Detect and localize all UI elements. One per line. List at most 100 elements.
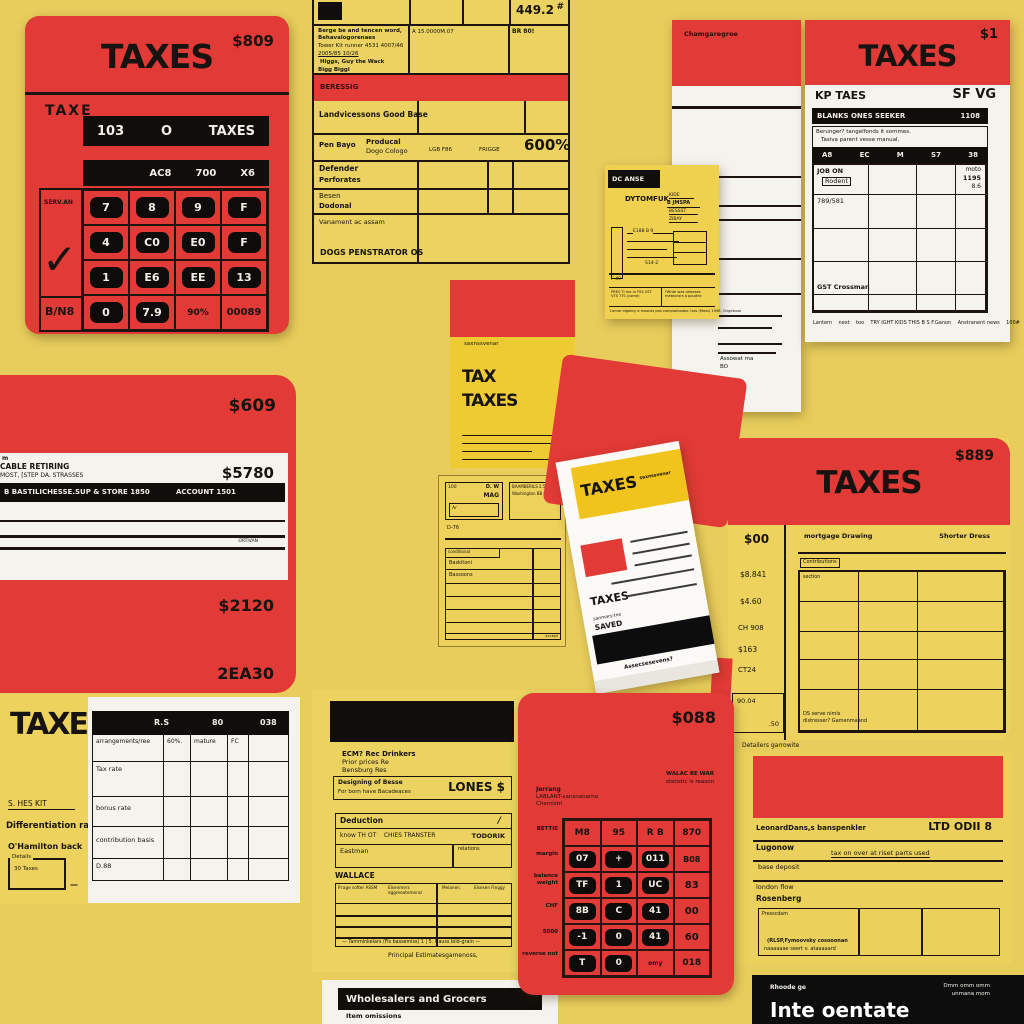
divider xyxy=(446,583,560,584)
header-mark: # xyxy=(556,2,564,12)
head-left: mortgage Drawing xyxy=(804,532,873,540)
cell-text: BR 80! xyxy=(512,28,535,35)
row-label: Pen Bayo xyxy=(319,141,356,149)
calc-key[interactable]: 1 xyxy=(89,267,123,288)
calc-key[interactable]: 0 xyxy=(89,302,123,323)
col-label: 80 xyxy=(212,718,224,727)
rule xyxy=(630,530,688,543)
black-columns-row: A8 EC M S7 38 xyxy=(812,147,988,163)
calc-key[interactable]: 0 xyxy=(605,954,633,972)
calc-key[interactable]: 0 xyxy=(605,928,633,946)
deduction-label: Deduction xyxy=(340,816,384,825)
rule xyxy=(627,257,677,258)
row-label: Landvicessons Good Base xyxy=(319,110,428,119)
calc-key[interactable]: C xyxy=(605,902,633,920)
details-box-value: 30 Taxes xyxy=(14,866,38,872)
rule xyxy=(627,249,667,250)
calc-key[interactable]: 8 xyxy=(135,197,169,218)
stamp-box xyxy=(318,2,342,20)
paragraph-line: Higgs, Guy the Wack xyxy=(320,59,385,65)
interest-rate-form: LeonardDans,s banspenkler LTD ODII 8 Lug… xyxy=(736,752,1012,964)
cell-text: A 15.0000M.07 xyxy=(412,29,454,35)
taxes-grid-card: TAXES $889 $00 $8.841 $4.60 CH 908 $163 … xyxy=(728,438,1010,740)
form-title: TAXES xyxy=(858,39,957,73)
fn-key-1[interactable]: AC8 xyxy=(149,167,172,179)
panel-title: Inte oentate xyxy=(770,998,910,1022)
calc-key[interactable]: F xyxy=(227,197,261,218)
row-label: LeonardDans,s banspenkler xyxy=(756,824,867,832)
cell-text: DS serve nimis xyxy=(803,711,841,718)
calc-key[interactable]: 9 xyxy=(181,197,215,218)
row-label: Producal xyxy=(366,138,401,146)
grid-text-cell: 60 xyxy=(684,931,699,943)
form-row: Besen Dodonal xyxy=(314,190,568,215)
calc-key[interactable]: + xyxy=(605,850,633,868)
calc-key[interactable]: 1 xyxy=(605,876,633,894)
calc-key[interactable]: E6 xyxy=(135,267,169,288)
calc-key[interactable]: 8B xyxy=(568,902,596,920)
band-line: CABLE RETIRING xyxy=(0,462,70,471)
grid-text-cell: B08 xyxy=(683,854,701,864)
table-body: arrangements/ree 60%. mature FC Tax rate… xyxy=(92,735,289,881)
sub-right: TODORIK xyxy=(471,832,505,840)
divider xyxy=(408,26,410,73)
form-sublabel: KP TAES xyxy=(815,89,867,102)
calc-key[interactable]: F xyxy=(227,232,261,253)
red-band xyxy=(753,756,1003,818)
th-text: Elsesen Finggy xyxy=(474,885,506,890)
fn-key-2[interactable]: 700 xyxy=(195,167,217,179)
w2-slip: DC ANSE DYTOMFUK KIDE B JMSPA BESSST ZIB… xyxy=(605,165,741,319)
cell-text: section xyxy=(803,575,821,580)
cell-text: contribution basis xyxy=(96,836,155,844)
calc-key[interactable]: 13 xyxy=(227,267,261,288)
statement-badge: $609 xyxy=(228,396,276,416)
calc-key[interactable]: 7 xyxy=(89,197,123,218)
cell-text: distresser? Gamenmaand xyxy=(803,718,868,725)
calc-key[interactable]: EE xyxy=(181,267,215,288)
calc-key[interactable]: TF xyxy=(568,876,596,894)
grid-table: section DS serve nimis distresser? Gamen… xyxy=(798,570,1006,733)
col-value: $4.60 xyxy=(740,597,762,606)
calc-key[interactable]: E0 xyxy=(181,232,215,253)
form-red-header: Chamgaregree xyxy=(672,20,801,86)
calc-key[interactable]: 41 xyxy=(641,928,669,946)
rule xyxy=(632,542,690,555)
calc-key[interactable]: -1 xyxy=(568,928,596,946)
divider xyxy=(524,101,526,133)
side-label: margin xyxy=(536,851,558,857)
row-value: LTD ODII 8 xyxy=(928,820,992,833)
calc-key[interactable]: UC xyxy=(641,876,669,894)
leaflet-taxes: TAXES xyxy=(462,391,518,411)
slip-name: DYTOMFUK xyxy=(625,195,669,203)
slip-bracket xyxy=(611,227,623,279)
side-label: balance weight xyxy=(533,873,558,886)
field-note: tax on over at riset parts used xyxy=(831,849,930,859)
calc-note-right-1: WALAC BE WAR xyxy=(666,771,714,777)
calc-note-left-2: LABLANT-sansnanarna xyxy=(536,794,598,800)
deduction-box: Deduction / xyxy=(335,813,512,829)
calc-function-row: AC8 700 X6 xyxy=(83,160,269,186)
calc-key[interactable]: 41 xyxy=(641,902,669,920)
header-note: Chamgaregree xyxy=(684,30,738,38)
calc-key[interactable]: 7.9 xyxy=(135,302,169,323)
calc-key[interactable]: 4 xyxy=(89,232,123,253)
row-mid-text: LGB F86 xyxy=(429,147,453,153)
fn-key-3[interactable]: X6 xyxy=(240,167,255,179)
calc-key[interactable]: T xyxy=(568,954,596,972)
calc-key[interactable]: 07 xyxy=(568,850,596,868)
tiny-right-note: ORTIVAN xyxy=(238,539,258,544)
cell-text: D. W xyxy=(485,484,499,490)
row-label: Vanament ac assam xyxy=(319,218,385,226)
divider xyxy=(417,101,419,133)
calc-key[interactable]: 011 xyxy=(641,850,669,868)
cell-text: Ar xyxy=(452,506,457,511)
divider xyxy=(452,845,454,867)
dashed-row-text: — Tamminkelars (Fis bassemiss) 1 | 5. Ga… xyxy=(342,940,481,945)
keypad-grid: 7 8 9 F 4 C0 E0 F 1 E6 EE 13 0 7.9 90% 0… xyxy=(83,190,267,330)
cell-text: 100 xyxy=(448,485,457,490)
grid-text-cell: 83 xyxy=(684,879,699,891)
field-label: Rosenberg xyxy=(756,894,802,903)
calc-key[interactable]: C0 xyxy=(135,232,169,253)
divider xyxy=(858,909,860,955)
col-value: $163 xyxy=(738,645,758,654)
